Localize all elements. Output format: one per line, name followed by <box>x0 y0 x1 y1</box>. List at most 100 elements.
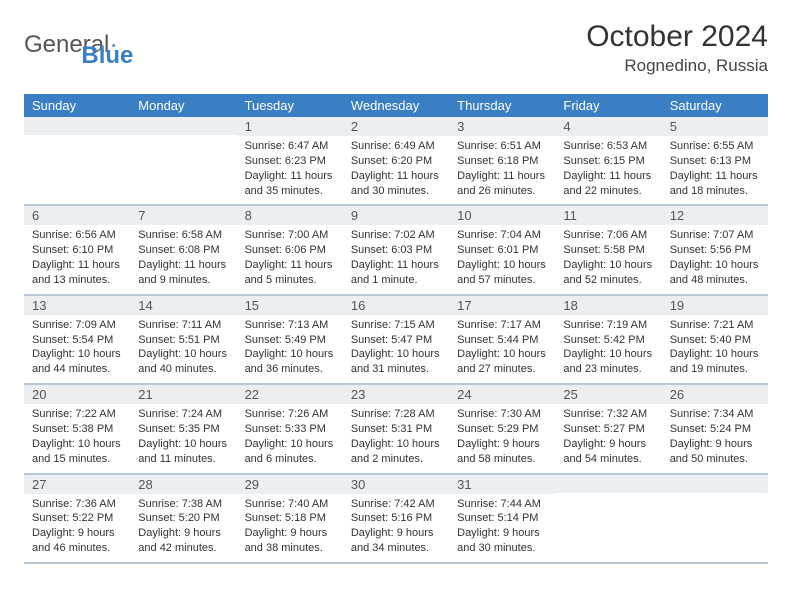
calendar-cell: 14Sunrise: 7:11 AMSunset: 5:51 PMDayligh… <box>130 295 236 384</box>
day-number: 7 <box>130 206 236 225</box>
location-text: Rognedino, Russia <box>586 56 768 76</box>
daylight-text: Daylight: 9 hours and 46 minutes. <box>32 526 122 556</box>
sunrise-text: Sunrise: 7:19 AM <box>563 318 653 333</box>
day-details: Sunrise: 7:36 AMSunset: 5:22 PMDaylight:… <box>24 494 130 562</box>
sunrise-text: Sunrise: 7:44 AM <box>457 497 547 512</box>
calendar-cell: 22Sunrise: 7:26 AMSunset: 5:33 PMDayligh… <box>237 384 343 473</box>
calendar-week: 27Sunrise: 7:36 AMSunset: 5:22 PMDayligh… <box>24 474 768 563</box>
sunset-text: Sunset: 5:49 PM <box>245 333 335 348</box>
day-details: Sunrise: 6:58 AMSunset: 6:08 PMDaylight:… <box>130 225 236 293</box>
calendar-cell: 13Sunrise: 7:09 AMSunset: 5:54 PMDayligh… <box>24 295 130 384</box>
day-details: Sunrise: 7:06 AMSunset: 5:58 PMDaylight:… <box>555 225 661 293</box>
sunset-text: Sunset: 6:15 PM <box>563 154 653 169</box>
dayname-tue: Tuesday <box>237 94 343 117</box>
day-details: Sunrise: 7:32 AMSunset: 5:27 PMDaylight:… <box>555 404 661 472</box>
daylight-text: Daylight: 11 hours and 5 minutes. <box>245 258 335 288</box>
day-number: 6 <box>24 206 130 225</box>
sunset-text: Sunset: 5:16 PM <box>351 511 441 526</box>
calendar-cell: 23Sunrise: 7:28 AMSunset: 5:31 PMDayligh… <box>343 384 449 473</box>
day-number: 2 <box>343 117 449 136</box>
day-details: Sunrise: 7:28 AMSunset: 5:31 PMDaylight:… <box>343 404 449 472</box>
sunset-text: Sunset: 6:03 PM <box>351 243 441 258</box>
sunrise-text: Sunrise: 7:22 AM <box>32 407 122 422</box>
daylight-text: Daylight: 10 hours and 19 minutes. <box>670 347 760 377</box>
day-number: 24 <box>449 385 555 404</box>
sunset-text: Sunset: 6:20 PM <box>351 154 441 169</box>
day-number: 28 <box>130 475 236 494</box>
calendar-cell: 28Sunrise: 7:38 AMSunset: 5:20 PMDayligh… <box>130 474 236 563</box>
daylight-text: Daylight: 11 hours and 22 minutes. <box>563 169 653 199</box>
calendar-cell: 19Sunrise: 7:21 AMSunset: 5:40 PMDayligh… <box>662 295 768 384</box>
sunrise-text: Sunrise: 6:56 AM <box>32 228 122 243</box>
sunrise-text: Sunrise: 7:36 AM <box>32 497 122 512</box>
calendar-cell: 4Sunrise: 6:53 AMSunset: 6:15 PMDaylight… <box>555 117 661 205</box>
daylight-text: Daylight: 11 hours and 9 minutes. <box>138 258 228 288</box>
sunrise-text: Sunrise: 6:49 AM <box>351 139 441 154</box>
sunrise-text: Sunrise: 7:15 AM <box>351 318 441 333</box>
day-number: 1 <box>237 117 343 136</box>
sunrise-text: Sunrise: 7:24 AM <box>138 407 228 422</box>
sunrise-text: Sunrise: 6:51 AM <box>457 139 547 154</box>
sunrise-text: Sunrise: 7:38 AM <box>138 497 228 512</box>
day-number <box>662 475 768 493</box>
sunset-text: Sunset: 6:23 PM <box>245 154 335 169</box>
month-title: October 2024 <box>586 20 768 54</box>
day-number: 29 <box>237 475 343 494</box>
daylight-text: Daylight: 11 hours and 35 minutes. <box>245 169 335 199</box>
day-details: Sunrise: 7:34 AMSunset: 5:24 PMDaylight:… <box>662 404 768 472</box>
sunset-text: Sunset: 5:56 PM <box>670 243 760 258</box>
day-number: 21 <box>130 385 236 404</box>
dayname-fri: Friday <box>555 94 661 117</box>
daylight-text: Daylight: 10 hours and 27 minutes. <box>457 347 547 377</box>
day-number: 14 <box>130 296 236 315</box>
daylight-text: Daylight: 9 hours and 34 minutes. <box>351 526 441 556</box>
day-number: 15 <box>237 296 343 315</box>
sunset-text: Sunset: 5:31 PM <box>351 422 441 437</box>
calendar-cell: 3Sunrise: 6:51 AMSunset: 6:18 PMDaylight… <box>449 117 555 205</box>
calendar-cell <box>555 474 661 563</box>
day-details: Sunrise: 7:13 AMSunset: 5:49 PMDaylight:… <box>237 315 343 383</box>
sunset-text: Sunset: 5:27 PM <box>563 422 653 437</box>
calendar-cell <box>24 117 130 205</box>
sunset-text: Sunset: 5:33 PM <box>245 422 335 437</box>
day-details: Sunrise: 7:09 AMSunset: 5:54 PMDaylight:… <box>24 315 130 383</box>
sunrise-text: Sunrise: 6:47 AM <box>245 139 335 154</box>
sunrise-text: Sunrise: 6:53 AM <box>563 139 653 154</box>
sunrise-text: Sunrise: 7:40 AM <box>245 497 335 512</box>
day-details: Sunrise: 7:15 AMSunset: 5:47 PMDaylight:… <box>343 315 449 383</box>
sunset-text: Sunset: 6:08 PM <box>138 243 228 258</box>
daylight-text: Daylight: 10 hours and 48 minutes. <box>670 258 760 288</box>
daylight-text: Daylight: 11 hours and 18 minutes. <box>670 169 760 199</box>
sunrise-text: Sunrise: 7:21 AM <box>670 318 760 333</box>
day-number: 16 <box>343 296 449 315</box>
sunrise-text: Sunrise: 7:06 AM <box>563 228 653 243</box>
dayname-sat: Saturday <box>662 94 768 117</box>
daylight-text: Daylight: 11 hours and 1 minute. <box>351 258 441 288</box>
day-number: 30 <box>343 475 449 494</box>
day-names-row: Sunday Monday Tuesday Wednesday Thursday… <box>24 94 768 117</box>
sunrise-text: Sunrise: 7:07 AM <box>670 228 760 243</box>
sunset-text: Sunset: 6:10 PM <box>32 243 122 258</box>
sunset-text: Sunset: 5:38 PM <box>32 422 122 437</box>
day-number: 8 <box>237 206 343 225</box>
calendar-cell: 27Sunrise: 7:36 AMSunset: 5:22 PMDayligh… <box>24 474 130 563</box>
day-details: Sunrise: 7:02 AMSunset: 6:03 PMDaylight:… <box>343 225 449 293</box>
day-number: 22 <box>237 385 343 404</box>
calendar-cell: 9Sunrise: 7:02 AMSunset: 6:03 PMDaylight… <box>343 205 449 294</box>
day-details: Sunrise: 6:55 AMSunset: 6:13 PMDaylight:… <box>662 136 768 204</box>
day-number: 9 <box>343 206 449 225</box>
day-number <box>130 117 236 135</box>
day-details: Sunrise: 7:26 AMSunset: 5:33 PMDaylight:… <box>237 404 343 472</box>
day-details: Sunrise: 6:47 AMSunset: 6:23 PMDaylight:… <box>237 136 343 204</box>
daylight-text: Daylight: 9 hours and 58 minutes. <box>457 437 547 467</box>
sunrise-text: Sunrise: 6:55 AM <box>670 139 760 154</box>
calendar-cell: 26Sunrise: 7:34 AMSunset: 5:24 PMDayligh… <box>662 384 768 473</box>
sunrise-text: Sunrise: 7:00 AM <box>245 228 335 243</box>
calendar-cell: 7Sunrise: 6:58 AMSunset: 6:08 PMDaylight… <box>130 205 236 294</box>
day-number: 5 <box>662 117 768 136</box>
sunset-text: Sunset: 6:18 PM <box>457 154 547 169</box>
dayname-wed: Wednesday <box>343 94 449 117</box>
day-details: Sunrise: 7:17 AMSunset: 5:44 PMDaylight:… <box>449 315 555 383</box>
calendar-cell: 16Sunrise: 7:15 AMSunset: 5:47 PMDayligh… <box>343 295 449 384</box>
calendar-cell: 1Sunrise: 6:47 AMSunset: 6:23 PMDaylight… <box>237 117 343 205</box>
